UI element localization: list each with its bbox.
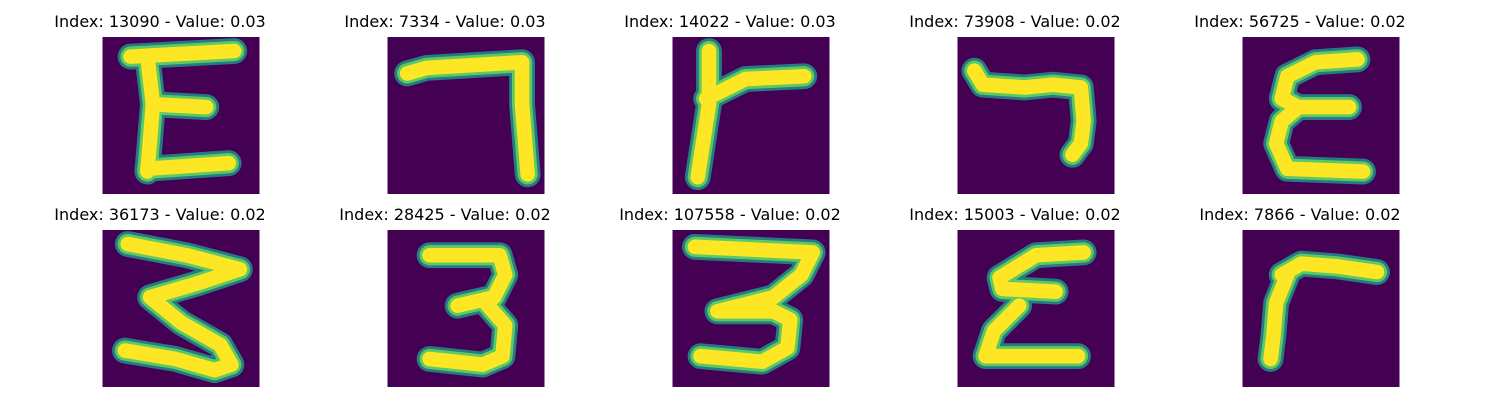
digit-image (672, 230, 830, 387)
panel-title: Index: 15003 - Value: 0.02 (909, 205, 1121, 224)
panel-8: Index: 15003 - Value: 0.02 (895, 205, 1135, 395)
digit-image (1242, 37, 1400, 194)
digit-image (957, 37, 1115, 194)
glyph-stroke-layer (978, 245, 1091, 364)
panel-4: Index: 56725 - Value: 0.02 (1180, 12, 1420, 202)
glyph-stroke-layer (123, 43, 242, 179)
panel-title: Index: 28425 - Value: 0.02 (339, 205, 551, 224)
panel-title: Index: 13090 - Value: 0.03 (54, 12, 266, 31)
panel-title: Index: 56725 - Value: 0.02 (1194, 12, 1406, 31)
glyph-stroke-layer (399, 54, 535, 182)
glyph-stroke-layer (690, 43, 812, 185)
panel-5: Index: 36173 - Value: 0.02 (40, 205, 280, 395)
panel-3: Index: 73908 - Value: 0.02 (895, 12, 1135, 202)
glyph-stroke-layer (1263, 256, 1385, 367)
digit-image (957, 230, 1115, 387)
digit-image (387, 230, 545, 387)
glyph-stroke-layer (967, 63, 1091, 163)
digit-image (387, 37, 545, 194)
glyph-stroke-layer (1268, 52, 1371, 179)
glyph-stroke-layer (117, 236, 248, 378)
panel-title: Index: 14022 - Value: 0.03 (624, 12, 836, 31)
panel-2: Index: 14022 - Value: 0.03 (610, 12, 850, 202)
panel-title: Index: 7334 - Value: 0.03 (344, 12, 546, 31)
panel-title: Index: 107558 - Value: 0.02 (619, 205, 841, 224)
panel-0: Index: 13090 - Value: 0.03 (40, 12, 280, 202)
panel-7: Index: 107558 - Value: 0.02 (610, 205, 850, 395)
panel-6: Index: 28425 - Value: 0.02 (325, 205, 565, 395)
digit-image (102, 230, 260, 387)
panel-title: Index: 36173 - Value: 0.02 (54, 205, 266, 224)
panel-9: Index: 7866 - Value: 0.02 (1180, 205, 1420, 395)
digit-image (672, 37, 830, 194)
digit-image (1242, 230, 1400, 387)
digit-image (102, 37, 260, 194)
glyph-stroke-layer (422, 247, 513, 372)
panel-title: Index: 73908 - Value: 0.02 (909, 12, 1121, 31)
panel-title: Index: 7866 - Value: 0.02 (1199, 205, 1401, 224)
glyph-stroke-layer (687, 239, 820, 370)
panel-1: Index: 7334 - Value: 0.03 (325, 12, 565, 202)
